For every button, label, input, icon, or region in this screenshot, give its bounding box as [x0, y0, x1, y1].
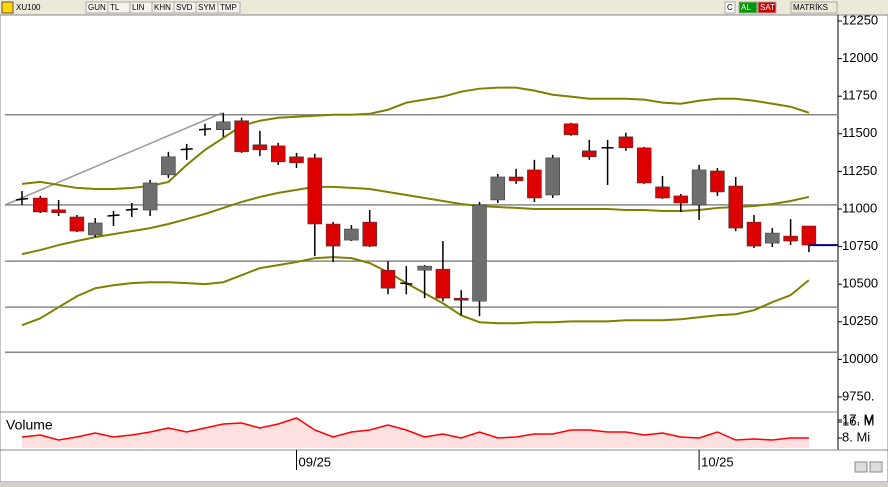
- candle-body: [545, 157, 560, 196]
- y-tick-label: 11000: [842, 200, 877, 215]
- candle-body: [618, 136, 634, 149]
- scroll-button[interactable]: [869, 461, 883, 473]
- candle-body: [801, 225, 817, 246]
- candle-body: [472, 204, 487, 302]
- x-tick-label: 09/25: [299, 454, 332, 469]
- toolbar-button[interactable]: LIN: [132, 3, 145, 12]
- candle-body: [710, 170, 725, 193]
- volume-y-tick-label: 16. M: [842, 413, 875, 428]
- candle-body: [453, 297, 469, 301]
- candle-body: [508, 176, 524, 182]
- candle-body: [783, 235, 798, 242]
- toolbar-button[interactable]: GUN: [88, 3, 106, 12]
- candle-body: [746, 221, 762, 247]
- trendline: [4, 112, 223, 206]
- band-line: [21, 256, 810, 327]
- candle-doji: [198, 128, 212, 131]
- candle-body: [362, 221, 377, 247]
- toolbar-right[interactable]: SAT: [760, 3, 775, 12]
- candle-body: [655, 186, 670, 199]
- y-tick-label: 11250: [842, 163, 877, 178]
- zoom-button[interactable]: [854, 461, 868, 473]
- candle-doji: [15, 197, 29, 201]
- candle-body: [87, 222, 103, 236]
- toolbar-button[interactable]: SYM: [198, 3, 216, 12]
- volume-line: [21, 417, 809, 441]
- y-tick-label: 11750: [842, 88, 877, 103]
- candle-body: [161, 156, 176, 176]
- candle-body: [582, 150, 597, 158]
- candle-body: [527, 169, 542, 199]
- candle-body: [270, 145, 286, 163]
- toolbar-right-frame[interactable]: [790, 1, 838, 14]
- y-tick-label: 10250: [842, 313, 878, 328]
- candle-body: [234, 120, 249, 153]
- toolbar-right-frame[interactable]: [738, 1, 758, 14]
- y-tick-label: 10500: [842, 276, 878, 291]
- candle-doji: [125, 208, 138, 211]
- y-tick-label: 12250: [842, 12, 878, 27]
- toolbar-button[interactable]: SVD: [176, 3, 193, 12]
- volume-y-tick-label: 8. Mi: [842, 429, 870, 444]
- candle-body: [51, 209, 66, 213]
- toolbar-right[interactable]: AL: [741, 3, 751, 12]
- candle-body: [417, 265, 432, 271]
- y-tick-label: 11500: [842, 125, 877, 140]
- toolbar-right-frame[interactable]: [757, 1, 777, 14]
- toolbar-right[interactable]: C: [727, 3, 733, 12]
- toolbar-button[interactable]: TL: [110, 3, 120, 12]
- toolbar-right[interactable]: MATRİKS: [793, 3, 828, 12]
- candle-body: [216, 121, 231, 130]
- candle-body: [307, 157, 323, 225]
- toolbar-button[interactable]: KHN: [154, 3, 171, 12]
- candle-body: [252, 144, 268, 151]
- candle-body: [69, 216, 85, 232]
- x-tick-label: 10/25: [701, 454, 734, 469]
- toolbar-right-frame[interactable]: [724, 1, 736, 14]
- candle-body: [490, 176, 506, 201]
- candle-body: [344, 228, 359, 241]
- toolbar-button-frame[interactable]: [217, 1, 241, 14]
- candle-doji: [107, 214, 120, 217]
- candle-body: [435, 268, 451, 299]
- volume-title: Volume: [6, 417, 53, 433]
- candle-body: [142, 182, 158, 211]
- candle-body: [380, 269, 396, 289]
- symbol[interactable]: XU100: [16, 3, 41, 12]
- candle-body: [563, 123, 579, 136]
- candle-body: [728, 185, 743, 229]
- y-tick-label: 12000: [842, 50, 878, 65]
- y-tick-label: 10000: [842, 351, 878, 366]
- y-tick-label: 9750.: [842, 388, 875, 403]
- band-line: [21, 185, 810, 256]
- candle-body: [691, 169, 707, 206]
- y-tick-label: 10750: [842, 238, 878, 253]
- candle-body: [765, 232, 780, 244]
- candle-doji: [180, 148, 193, 151]
- candle-body: [636, 147, 652, 184]
- menu-icon[interactable]: [1, 1, 14, 14]
- candle-body: [673, 195, 689, 204]
- candle-body: [289, 156, 304, 164]
- candle-body: [33, 197, 48, 213]
- toolbar-button[interactable]: TMP: [220, 3, 237, 12]
- volume-y-tick-label: 17. M: [842, 411, 875, 426]
- candle-doji: [400, 282, 413, 285]
- candle-body: [325, 223, 341, 247]
